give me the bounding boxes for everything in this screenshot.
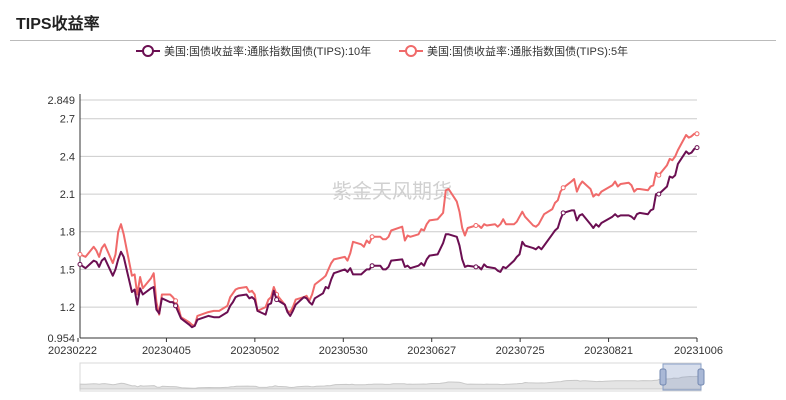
x-tick-label: 20230725 <box>496 345 545 357</box>
data-point[interactable] <box>77 261 83 267</box>
data-point[interactable] <box>473 223 479 228</box>
data-point[interactable] <box>694 145 700 151</box>
x-tick-label: 20231006 <box>674 345 723 357</box>
data-point[interactable] <box>560 185 566 191</box>
legend-label: 美国:国债收益率:通胀指数国债(TIPS):5年 <box>427 44 628 58</box>
series-line-5y[interactable] <box>79 132 697 327</box>
y-tick-label: 1.2 <box>60 302 75 314</box>
y-tick-label: 2.7 <box>60 114 75 126</box>
data-point[interactable] <box>656 172 662 178</box>
data-point[interactable] <box>369 263 375 269</box>
y-tick-label: 2.1 <box>60 189 75 201</box>
zoom-selection[interactable] <box>662 363 702 391</box>
legend-marker <box>405 45 417 57</box>
legend[interactable]: 美国:国债收益率:通胀指数国债(TIPS):10年 美国:国债收益率:通胀指数国债… <box>136 44 628 58</box>
zoom-handle-left[interactable] <box>659 368 667 386</box>
data-point[interactable] <box>656 191 662 197</box>
data-point[interactable] <box>77 251 83 257</box>
x-tick-label: 20230405 <box>142 345 191 357</box>
legend-item-10y[interactable]: 美国:国债收益率:通胀指数国债(TIPS):10年 <box>136 44 371 58</box>
legend-item-5y[interactable]: 美国:国债收益率:通胀指数国债(TIPS):5年 <box>399 44 628 58</box>
zoom-slider[interactable] <box>79 362 705 392</box>
series-line-10y[interactable] <box>79 146 698 329</box>
chart-title: TIPS收益率 <box>16 16 100 33</box>
zoom-handle-right[interactable] <box>697 368 705 386</box>
series-lines[interactable] <box>77 131 700 329</box>
data-point[interactable] <box>560 210 566 216</box>
x-tick-label: 20230821 <box>584 345 633 357</box>
axes: 0.954 1.2 1.5 1.8 2.1 2.4 2.7 2.849 20230222 2023… <box>47 94 723 357</box>
grid-lines <box>80 99 697 308</box>
data-point[interactable] <box>173 298 179 304</box>
title-divider <box>10 40 776 41</box>
y-tick-label: 0.954 <box>47 333 75 345</box>
x-tick-label: 20230530 <box>319 345 368 357</box>
y-tick-label: 2.849 <box>47 95 75 107</box>
zoom-overview <box>79 375 702 390</box>
y-tick-label: 1.8 <box>60 227 75 239</box>
y-tick-label: 2.4 <box>60 151 75 163</box>
y-tick-label: 1.5 <box>60 264 75 276</box>
legend-marker <box>142 45 154 57</box>
data-point[interactable] <box>694 131 700 137</box>
data-point[interactable] <box>274 297 280 303</box>
data-point[interactable] <box>473 264 479 270</box>
legend-label: 美国:国债收益率:通胀指数国债(TIPS):10年 <box>164 44 371 58</box>
x-tick-label: 20230627 <box>407 345 456 357</box>
watermark: 紫金天风期货 <box>332 180 452 203</box>
data-point[interactable] <box>369 234 375 240</box>
x-tick-label: 20230502 <box>230 345 279 357</box>
data-point[interactable] <box>173 303 179 309</box>
x-tick-label: 20230222 <box>48 345 97 357</box>
